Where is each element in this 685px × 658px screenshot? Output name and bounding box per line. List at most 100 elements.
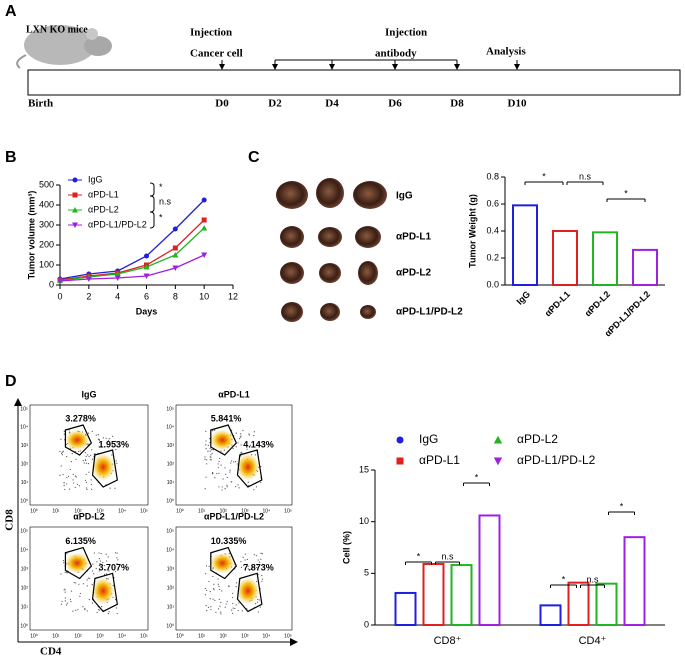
event-dot (116, 607, 118, 609)
data-point (114, 271, 121, 277)
event-dot (232, 607, 234, 609)
event-dot (251, 567, 254, 569)
event-dot (111, 454, 113, 456)
flow-title: IgG (82, 389, 97, 399)
sig-label: * (475, 472, 479, 482)
event-dot (204, 587, 206, 590)
event-dot (218, 460, 220, 462)
photo-label: αPD-L1 (396, 232, 431, 243)
timeline-text: Cancer cell (190, 48, 243, 60)
event-dot (219, 457, 221, 460)
event-dot (72, 482, 75, 484)
event-dot (79, 595, 81, 597)
flow-tick: 10⁰ (166, 498, 174, 504)
event-dot (63, 562, 65, 564)
event-dot (234, 461, 237, 463)
x-tick-label: 12 (228, 291, 238, 301)
event-dot (98, 439, 101, 441)
event-dot (232, 612, 234, 614)
event-dot (233, 461, 235, 463)
event-dot (212, 449, 215, 451)
event-dot (218, 608, 220, 610)
panel-label: D (5, 373, 17, 390)
event-dot (102, 562, 104, 564)
event-dot (92, 563, 94, 565)
flow-tick: 10⁵ (166, 406, 174, 412)
event-dot (240, 566, 243, 568)
event-dot (257, 564, 259, 566)
event-dot (107, 440, 110, 442)
event-dot (248, 433, 250, 435)
event-dot (248, 484, 250, 487)
x-axis-label: Days (136, 306, 158, 316)
event-dot (254, 454, 256, 456)
flow-tick: 10⁴ (20, 425, 28, 431)
panel-label: A (5, 3, 17, 20)
event-dot (217, 467, 219, 469)
event-dot (210, 454, 212, 456)
event-dot (260, 465, 262, 468)
timeline-text: antibody (375, 48, 417, 60)
bar (422, 563, 445, 626)
bar (478, 514, 501, 627)
flow-title: αPD-L1/PD-L2 (204, 511, 264, 521)
series-line (59, 227, 205, 282)
flow-tick: 10³ (241, 633, 249, 639)
event-dot (64, 488, 66, 491)
gate-percent: 10.335% (211, 536, 247, 546)
timeline-text: Injection (190, 27, 232, 39)
gate-percent: 3.707% (98, 563, 129, 573)
flow-tick: 10³ (21, 443, 29, 449)
event-dot (64, 571, 66, 573)
event-dot (205, 604, 207, 607)
event-dot (244, 553, 246, 555)
day-label: D10 (508, 98, 527, 110)
event-dot (219, 588, 221, 590)
event-dot (95, 567, 97, 570)
event-dot (218, 598, 220, 600)
event-dot (221, 590, 223, 592)
event-dot (232, 602, 234, 605)
sig-label: * (620, 501, 624, 511)
event-dot (219, 605, 221, 607)
event-dot (235, 582, 238, 584)
event-dot (261, 578, 264, 580)
y-tick-label: 0.2 (486, 252, 499, 262)
event-dot (99, 563, 101, 565)
gate-percent: 6.135% (65, 536, 96, 546)
event-dot (62, 559, 65, 562)
arrowhead (290, 638, 298, 646)
event-dot (261, 553, 263, 555)
event-dot (238, 438, 241, 440)
event-dot (116, 612, 118, 615)
flow-tick: 10² (74, 633, 82, 639)
event-dot (243, 564, 245, 567)
event-dot (224, 606, 226, 608)
event-dot (221, 486, 223, 488)
event-dot (95, 434, 97, 436)
x-tick-label: 0 (57, 291, 62, 301)
event-dot (235, 604, 237, 606)
event-dot (98, 446, 100, 448)
event-dot (247, 565, 249, 567)
event-dot (206, 610, 208, 612)
sig-label: * (159, 182, 163, 192)
gate (64, 424, 93, 456)
x-tick-label: CD8⁺ (434, 635, 462, 647)
event-dot (78, 583, 80, 585)
event-dot (232, 592, 234, 594)
sig-label: * (417, 551, 421, 561)
gate (64, 546, 93, 580)
event-dot (66, 602, 68, 604)
data-point (57, 278, 63, 284)
event-dot (105, 553, 107, 555)
event-dot (207, 444, 209, 447)
y-tick-label: 0.4 (486, 225, 499, 235)
y-axis-label: Tumor Weight (g) (467, 194, 477, 268)
flow-tick: 10⁴ (166, 425, 174, 431)
event-dot (210, 609, 212, 611)
event-dot (85, 481, 88, 483)
event-dot (237, 484, 239, 486)
event-dot (226, 600, 228, 602)
